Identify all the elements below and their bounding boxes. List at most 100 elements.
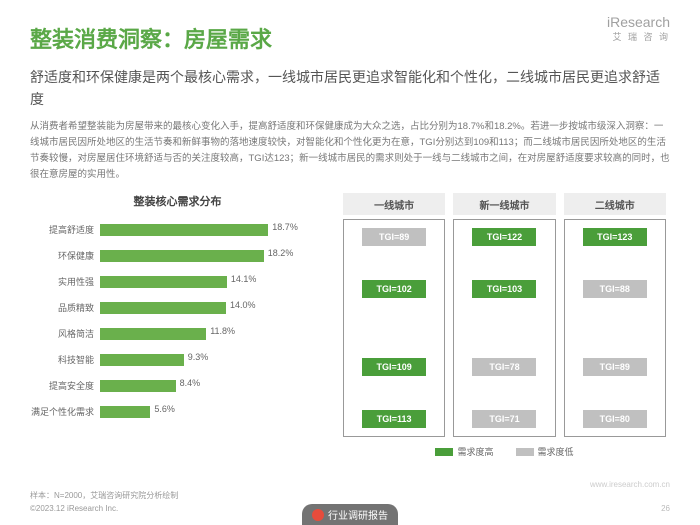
bar-fill: [100, 224, 268, 236]
bar-track: 18.2%: [100, 250, 325, 262]
tgi-slot: TGI=103: [460, 276, 548, 301]
tgi-badge: TGI=89: [362, 228, 426, 246]
byline-icon: [312, 509, 324, 521]
bar-fill: [100, 302, 226, 314]
watermark: www.iresearch.com.cn: [590, 480, 670, 489]
bar-row: 环保健康 18.2%: [30, 243, 325, 268]
bar-value: 8.4%: [180, 378, 201, 388]
bar-label: 科技智能: [30, 353, 100, 366]
tgi-slot: TGI=80: [571, 406, 659, 431]
bar-track: 9.3%: [100, 354, 325, 366]
bar-fill: [100, 250, 264, 262]
logo: iResearch 艾 瑞 咨 询: [607, 14, 670, 43]
bar-track: 14.0%: [100, 302, 325, 314]
bar-row: 品质精致 14.0%: [30, 295, 325, 320]
sample-note: 样本：N=2000，艾瑞咨询研究院分析绘制: [30, 490, 178, 501]
bar-row: 科技智能 9.3%: [30, 347, 325, 372]
tgi-slot: [460, 250, 548, 275]
page-number: 26: [661, 504, 670, 513]
tgi-badge: TGI=123: [583, 228, 647, 246]
tgi-badge: TGI=102: [362, 280, 426, 298]
tgi-slot: [571, 302, 659, 327]
tgi-slot: [350, 250, 438, 275]
footer: 样本：N=2000，艾瑞咨询研究院分析绘制 ©2023.12 iResearch…: [30, 490, 178, 513]
bar-track: 8.4%: [100, 380, 325, 392]
bar-value: 18.7%: [272, 222, 298, 232]
tgi-slot: TGI=102: [350, 276, 438, 301]
tgi-slot: [571, 328, 659, 353]
bar-value: 11.8%: [210, 326, 235, 336]
body-text: 从消费者希望整装能为房屋带来的最核心变化入手，提高舒适度和环保健康成为大众之选，…: [30, 119, 670, 184]
tgi-slot: TGI=89: [350, 224, 438, 249]
tgi-badge: TGI=113: [362, 410, 426, 428]
tgi-column: TGI=122 TGI=103 TGI=78 TGI=71: [453, 219, 555, 437]
bar-row: 风格简洁 11.8%: [30, 321, 325, 346]
bar-row: 满足个性化需求 5.6%: [30, 399, 325, 424]
tgi-col-head: 一线城市: [343, 193, 445, 215]
tgi-slot: TGI=122: [460, 224, 548, 249]
tgi-col-head: 新一线城市: [453, 193, 555, 215]
bar-row: 提高舒适度 18.7%: [30, 217, 325, 242]
tgi-slot: TGI=123: [571, 224, 659, 249]
subtitle: 舒适度和环保健康是两个最核心需求，一线城市居民更追求智能化和个性化，二线城市居民…: [30, 66, 670, 111]
tgi-slot: [571, 250, 659, 275]
bar-label: 风格简洁: [30, 327, 100, 340]
legend: 需求度高 需求度低: [339, 445, 670, 458]
tgi-slot: TGI=113: [350, 406, 438, 431]
tgi-column: TGI=89 TGI=102 TGI=109 TGI=113: [343, 219, 445, 437]
bar-track: 18.7%: [100, 224, 325, 236]
tgi-col-head: 二线城市: [564, 193, 666, 215]
bar-track: 11.8%: [100, 328, 325, 340]
tgi-column: TGI=123 TGI=88 TGI=89 TGI=80: [564, 219, 666, 437]
chart-title: 整装核心需求分布: [30, 193, 325, 209]
bar-fill: [100, 406, 150, 418]
tgi-slot: TGI=78: [460, 354, 548, 379]
copyright: ©2023.12 iResearch Inc.: [30, 504, 178, 513]
bar-value: 5.6%: [154, 404, 175, 414]
tgi-slot: [460, 380, 548, 405]
tgi-table: 一线城市新一线城市二线城市 TGI=89 TGI=102 TGI=109 TGI=11…: [339, 193, 670, 458]
bar-value: 14.1%: [231, 274, 257, 284]
bar-label: 实用性强: [30, 275, 100, 288]
tgi-slot: TGI=71: [460, 406, 548, 431]
bar-fill: [100, 380, 176, 392]
tgi-slot: TGI=88: [571, 276, 659, 301]
bar-value: 9.3%: [188, 352, 209, 362]
tgi-badge: TGI=89: [583, 358, 647, 376]
bar-value: 18.2%: [268, 248, 294, 258]
bar-fill: [100, 328, 206, 340]
tgi-slot: [350, 380, 438, 405]
tgi-slot: [460, 302, 548, 327]
byline: 行业调研报告: [302, 504, 398, 525]
bar-row: 提高安全度 8.4%: [30, 373, 325, 398]
bar-track: 14.1%: [100, 276, 325, 288]
tgi-badge: TGI=103: [472, 280, 536, 298]
logo-sub: 艾 瑞 咨 询: [607, 30, 670, 43]
tgi-badge: TGI=122: [472, 228, 536, 246]
tgi-slot: [350, 302, 438, 327]
tgi-slot: [460, 328, 548, 353]
tgi-slot: TGI=89: [571, 354, 659, 379]
bar-chart: 整装核心需求分布 提高舒适度 18.7% 环保健康 18.2% 实用性强 14.…: [30, 193, 325, 458]
tgi-badge: TGI=71: [472, 410, 536, 428]
tgi-badge: TGI=78: [472, 358, 536, 376]
tgi-slot: [571, 380, 659, 405]
tgi-badge: TGI=109: [362, 358, 426, 376]
bar-label: 环保健康: [30, 249, 100, 262]
bar-label: 提高安全度: [30, 379, 100, 392]
tgi-slot: TGI=109: [350, 354, 438, 379]
bar-label: 提高舒适度: [30, 223, 100, 236]
tgi-badge: TGI=80: [583, 410, 647, 428]
bar-label: 满足个性化需求: [30, 405, 100, 418]
page-title: 整装消费洞察：房屋需求: [30, 22, 670, 54]
logo-brand: iResearch: [607, 14, 670, 30]
bar-value: 14.0%: [230, 300, 256, 310]
legend-high: 需求度高: [435, 445, 493, 458]
legend-low: 需求度低: [516, 445, 574, 458]
bar-label: 品质精致: [30, 301, 100, 314]
bar-fill: [100, 354, 184, 366]
tgi-badge: TGI=88: [583, 280, 647, 298]
tgi-slot: [350, 328, 438, 353]
bar-fill: [100, 276, 227, 288]
bar-row: 实用性强 14.1%: [30, 269, 325, 294]
